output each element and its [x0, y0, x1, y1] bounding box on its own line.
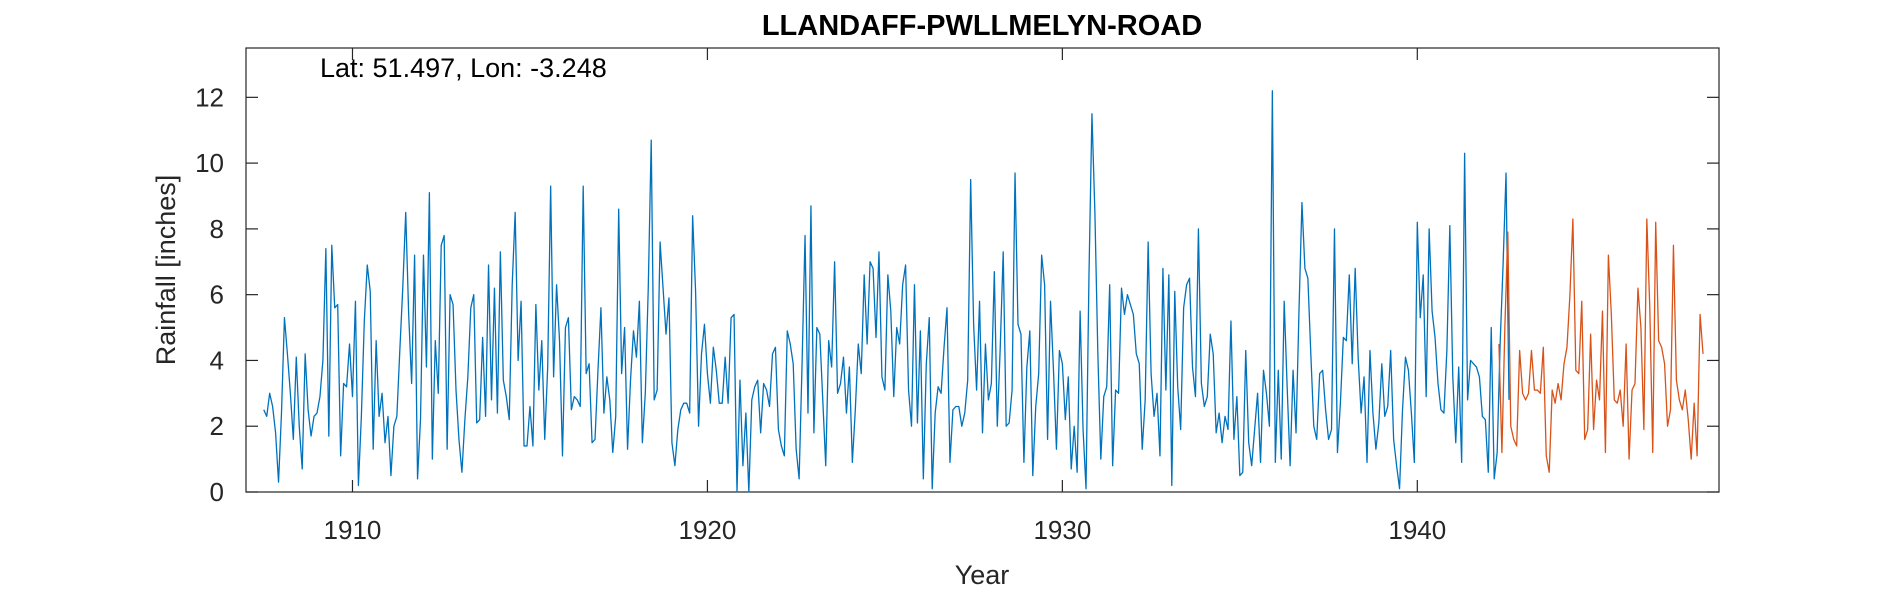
chart-title: LLANDAFF-PWLLMELYN-ROAD [762, 10, 1202, 42]
plot-area-frame [245, 47, 1720, 493]
series-line-1 [263, 90, 1510, 493]
series-line-2 [1498, 218, 1704, 473]
x-axis-label: Year [955, 560, 1010, 590]
x-tick-label: 1910 [324, 515, 382, 545]
x-tick-label: 1920 [678, 515, 736, 545]
x-tick-label: 1940 [1388, 515, 1446, 545]
x-tick-label: 1930 [1033, 515, 1091, 545]
y-tick-label: 12 [195, 82, 224, 112]
series-lines [263, 90, 1704, 493]
y-tick-label: 4 [210, 345, 224, 375]
y-tick-label: 2 [210, 411, 224, 441]
y-axis-label: Rainfall [inches] [151, 175, 181, 366]
y-tick-label: 0 [210, 477, 224, 507]
y-tick-label: 8 [210, 214, 224, 244]
y-tick-label: 6 [210, 280, 224, 310]
axis-ticks: 0 2 4 6 8 10 12 1910 1920 1930 1940 [195, 48, 1719, 545]
location-annotation: Lat: 51.497, Lon: -3.248 [320, 53, 607, 83]
y-tick-label: 10 [195, 148, 224, 178]
